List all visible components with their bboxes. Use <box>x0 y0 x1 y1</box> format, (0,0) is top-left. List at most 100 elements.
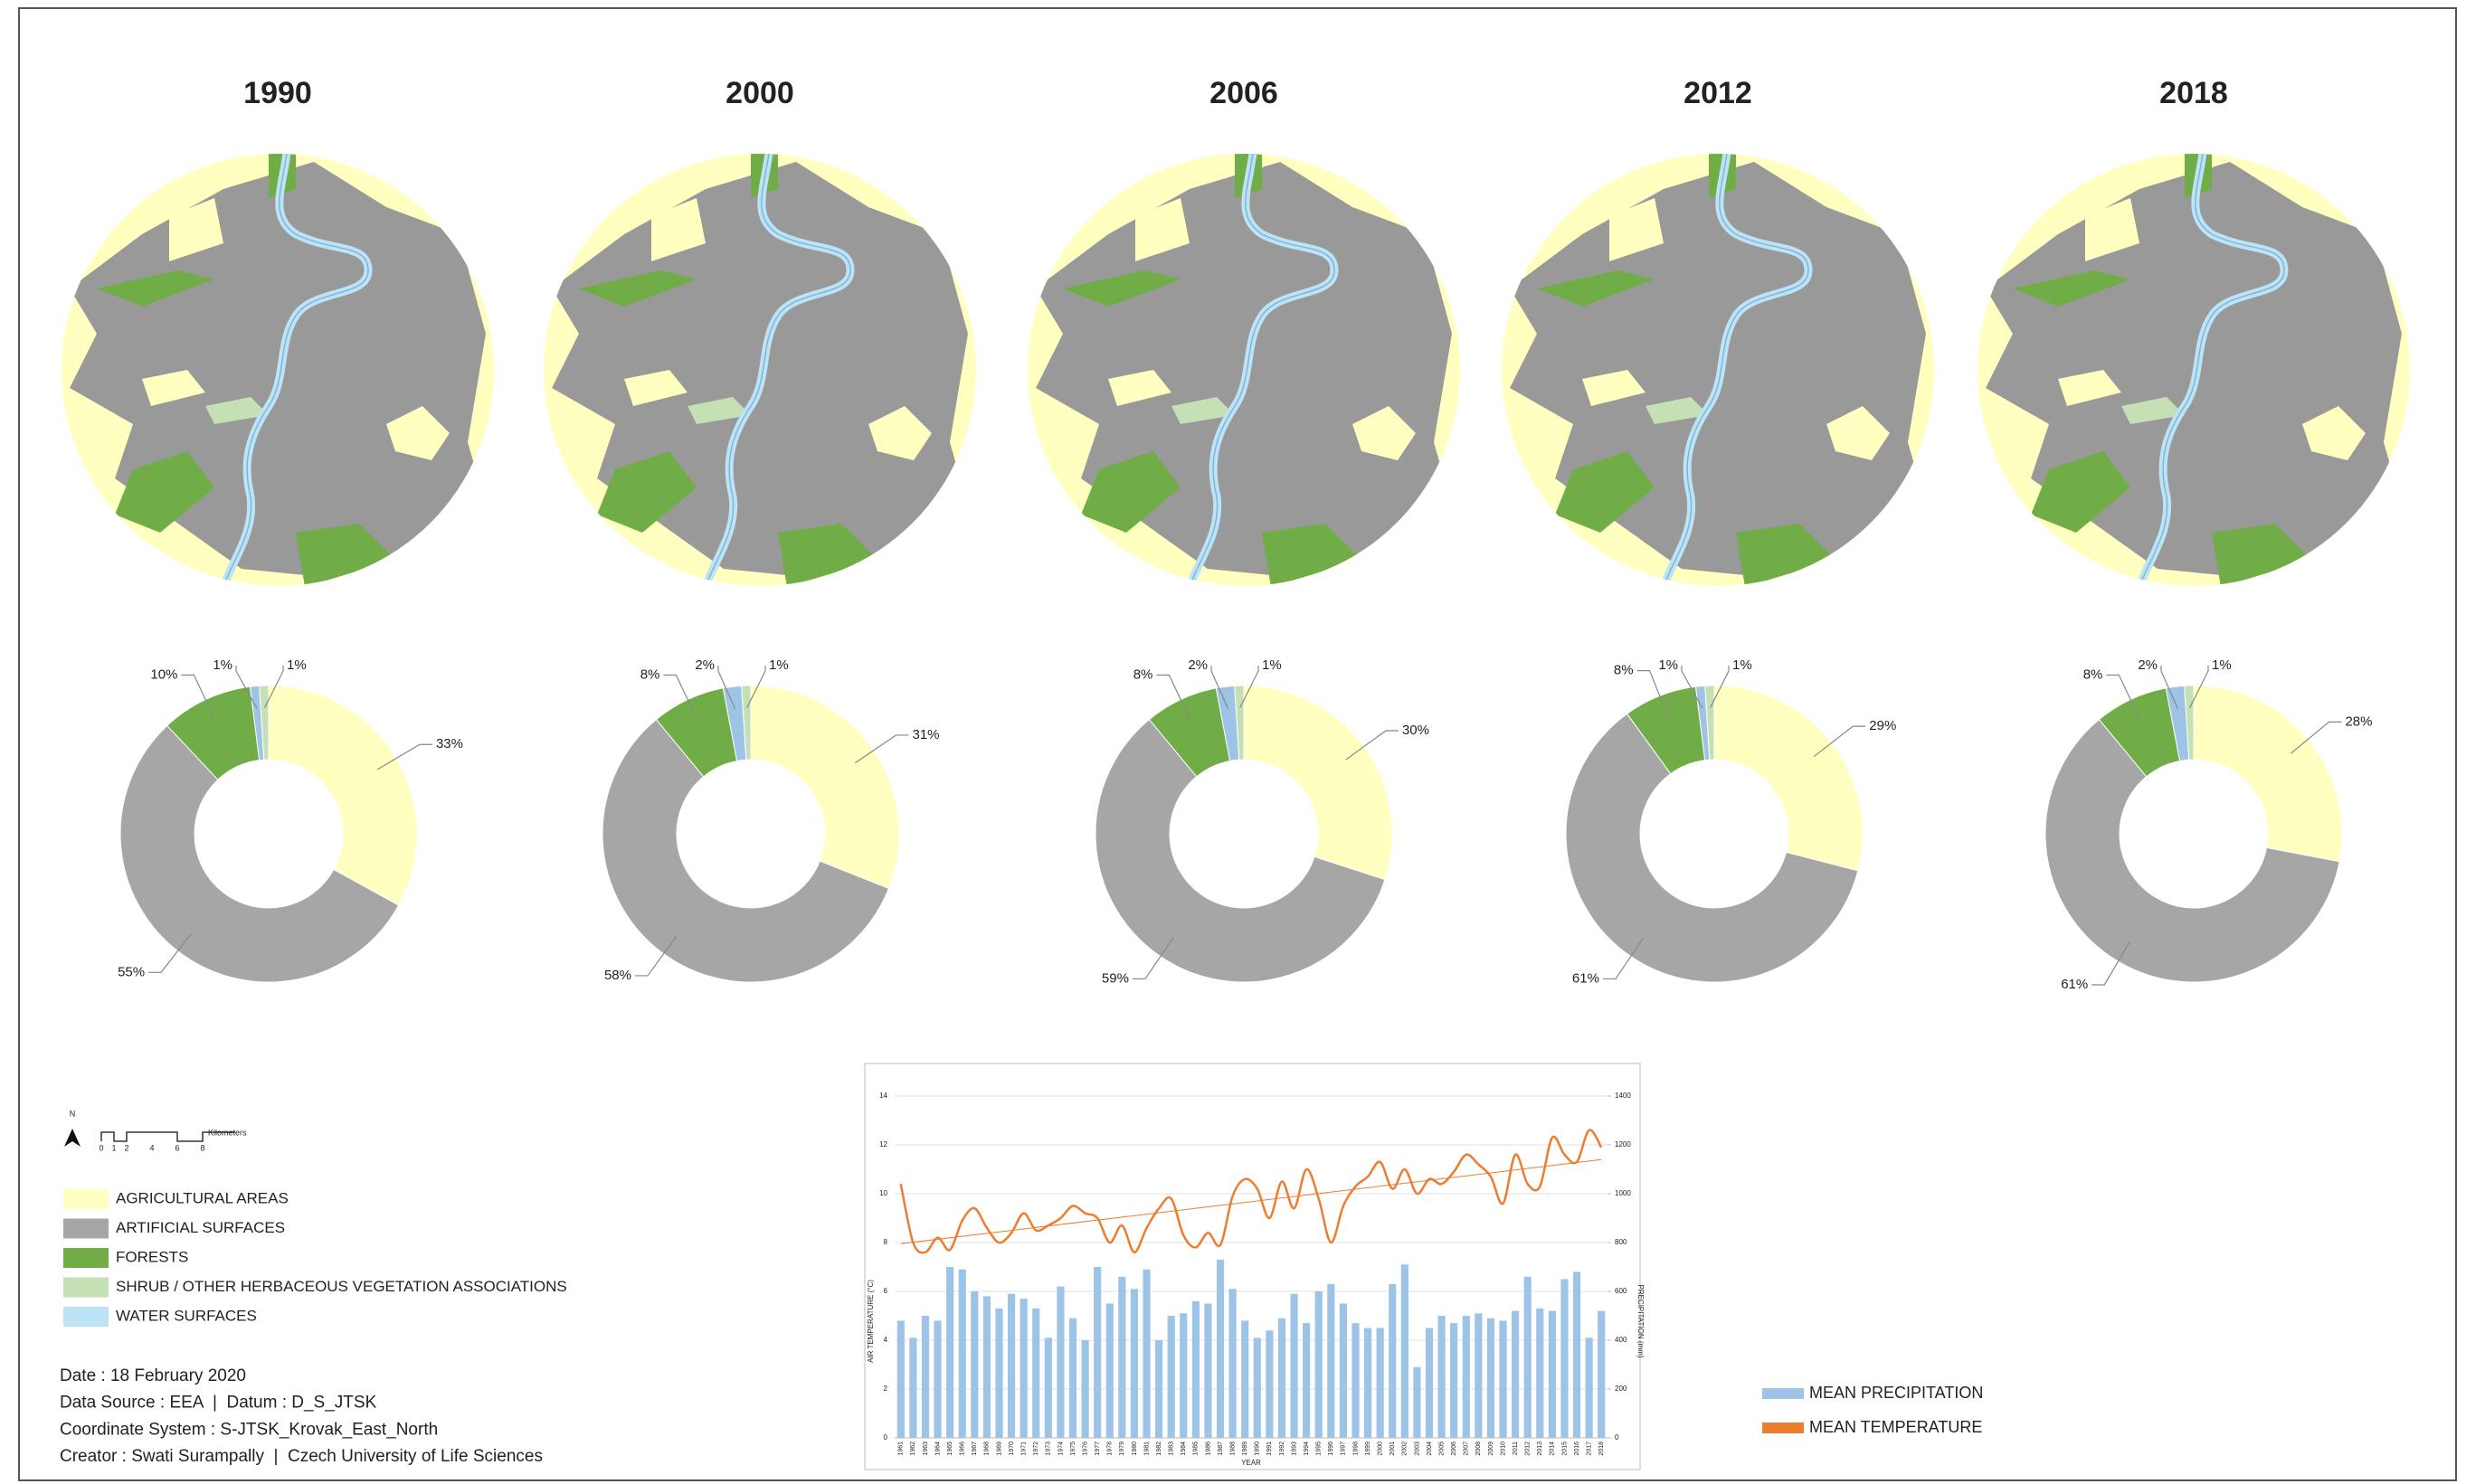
donut-segment <box>750 685 900 890</box>
agri-patch <box>1609 198 1664 261</box>
donut-segment <box>602 718 890 983</box>
temperature-line <box>899 1129 1603 1254</box>
legend-label: AGRICULTURAL AREAS <box>116 1189 289 1206</box>
river-edge <box>2139 154 2285 586</box>
x-tick-label: 1970 <box>1009 1441 1015 1456</box>
leader-line <box>634 935 678 977</box>
x-tick-label: 1993 <box>1291 1441 1297 1456</box>
scale-tick: 1 <box>111 1143 116 1152</box>
leader-line <box>148 932 193 973</box>
leader-line <box>2160 666 2179 709</box>
forest-patch <box>1555 451 1655 533</box>
forest-patch <box>1262 524 1361 586</box>
precipitation-bar <box>1352 1323 1360 1438</box>
y2-tick-label: 200 <box>1615 1385 1627 1393</box>
scale-tick: 2 <box>124 1143 128 1152</box>
x-tick-label: 1998 <box>1352 1441 1359 1456</box>
leader-line <box>1602 937 1645 980</box>
precipitation-bar <box>1130 1289 1139 1438</box>
precipitation-bar <box>1536 1308 1544 1438</box>
legend-label: SHRUB / OTHER HERBACEOUS VEGETATION ASSO… <box>116 1278 567 1295</box>
precipitation-bar <box>1228 1289 1237 1438</box>
map-clip <box>1028 154 1460 586</box>
forest-patch <box>97 270 214 307</box>
scale-bar <box>100 1131 235 1142</box>
precipitation-bar <box>1081 1340 1089 1438</box>
donut-label: 30% <box>1402 723 1429 738</box>
leader-line <box>1210 666 1229 709</box>
leader-line <box>663 674 698 721</box>
x-tick-label: 2005 <box>1438 1441 1445 1456</box>
precipitation-bar <box>1437 1316 1446 1438</box>
x-tick-label: 1986 <box>1205 1441 1211 1456</box>
donut-label: 58% <box>604 968 631 983</box>
precipitation-bar <box>1572 1271 1581 1438</box>
precipitation-bar <box>921 1316 930 1438</box>
trend-line <box>900 1158 1602 1244</box>
precipitation-bar <box>1327 1283 1335 1438</box>
y2-tick-label: 600 <box>1615 1287 1627 1295</box>
metadata-line: Coordinate System : S-JTSK_Krovak_East_N… <box>60 1420 438 1439</box>
donut-label: 8% <box>1133 666 1153 682</box>
precipitation-bar <box>1303 1323 1311 1438</box>
donut-segment <box>2193 685 2343 863</box>
donut-label: 33% <box>436 736 463 751</box>
leader-line <box>2189 666 2209 708</box>
land-cover-map <box>1502 154 1934 586</box>
x-tick-label: 1984 <box>1181 1441 1187 1456</box>
forest-patch <box>2212 524 2311 586</box>
scale-unit: Kilometers <box>208 1128 247 1137</box>
leader-line <box>746 666 766 708</box>
agri-patch <box>1582 370 1646 406</box>
precipitation-bar <box>1204 1303 1212 1438</box>
precipitation-bar <box>1450 1323 1458 1438</box>
x-tick-label: 1967 <box>972 1441 978 1456</box>
y2-tick-label: 400 <box>1615 1336 1627 1344</box>
x-tick-label: 1965 <box>947 1441 953 1456</box>
land-cover-map <box>1978 154 2410 586</box>
leader-line <box>1156 674 1191 721</box>
x-tick-label: 2004 <box>1427 1441 1433 1456</box>
precipitation-bar <box>1499 1320 1507 1438</box>
precipitation-bar <box>1266 1330 1274 1438</box>
x-tick-label: 1968 <box>984 1441 991 1456</box>
x-tick-label: 1974 <box>1058 1441 1064 1456</box>
forest-patch <box>597 451 697 533</box>
river-edge <box>223 154 369 586</box>
x-tick-label: 1979 <box>1119 1441 1125 1456</box>
donut-label: 1% <box>769 657 789 673</box>
precipitation-bar <box>1253 1337 1261 1438</box>
legend-swatch <box>1762 1423 1804 1433</box>
donut-segment <box>1565 713 1859 983</box>
x-tick-label: 2012 <box>1525 1441 1532 1456</box>
precipitation-bar <box>1094 1267 1102 1438</box>
leader-line <box>1345 730 1399 761</box>
donut-label: 8% <box>640 666 660 682</box>
donut-segment <box>268 685 418 906</box>
donut-segment <box>119 724 400 983</box>
x-tick-label: 1982 <box>1156 1441 1162 1456</box>
leader-line <box>1813 725 1866 758</box>
donut-label: 1% <box>1658 657 1678 673</box>
precipitation-bar <box>1155 1340 1163 1438</box>
forest-patch <box>1063 270 1181 307</box>
donut-label: 61% <box>2061 977 2088 992</box>
y-tick-label: 2 <box>884 1385 888 1393</box>
map-clip <box>544 154 976 586</box>
land-cover-map <box>62 154 494 586</box>
scale-tick: 8 <box>200 1143 204 1152</box>
leader-line <box>264 666 284 708</box>
precipitation-bar <box>1475 1313 1483 1438</box>
shrub-patch <box>1646 397 1709 424</box>
precipitation-bar <box>971 1291 979 1438</box>
agri-patch <box>2302 406 2366 460</box>
legend-label: FORESTS <box>116 1248 188 1265</box>
x-tick-label: 1969 <box>996 1441 1002 1456</box>
x-axis-label: YEAR <box>1241 1459 1261 1467</box>
donut-label: 2% <box>1188 657 1208 673</box>
x-tick-label: 1992 <box>1279 1441 1285 1456</box>
y-axis-label: AIR TEMPERATURE (°C) <box>867 1280 875 1363</box>
agri-patch <box>2085 198 2139 261</box>
precipitation-bar <box>1560 1279 1569 1438</box>
north-arrow <box>64 1129 81 1147</box>
